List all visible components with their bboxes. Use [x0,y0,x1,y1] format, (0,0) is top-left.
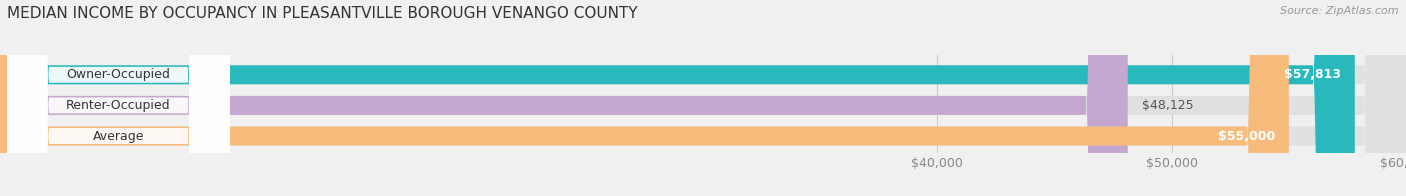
FancyBboxPatch shape [7,0,229,196]
Text: Average: Average [93,130,143,142]
FancyBboxPatch shape [7,0,229,196]
Text: $55,000: $55,000 [1218,130,1275,142]
FancyBboxPatch shape [0,0,1128,196]
FancyBboxPatch shape [0,0,1355,196]
FancyBboxPatch shape [7,0,229,196]
Text: MEDIAN INCOME BY OCCUPANCY IN PLEASANTVILLE BOROUGH VENANGO COUNTY: MEDIAN INCOME BY OCCUPANCY IN PLEASANTVI… [7,6,638,21]
Text: Renter-Occupied: Renter-Occupied [66,99,170,112]
Text: Owner-Occupied: Owner-Occupied [66,68,170,81]
Text: $48,125: $48,125 [1142,99,1194,112]
Text: Source: ZipAtlas.com: Source: ZipAtlas.com [1281,6,1399,16]
Text: $57,813: $57,813 [1284,68,1341,81]
FancyBboxPatch shape [0,0,1289,196]
